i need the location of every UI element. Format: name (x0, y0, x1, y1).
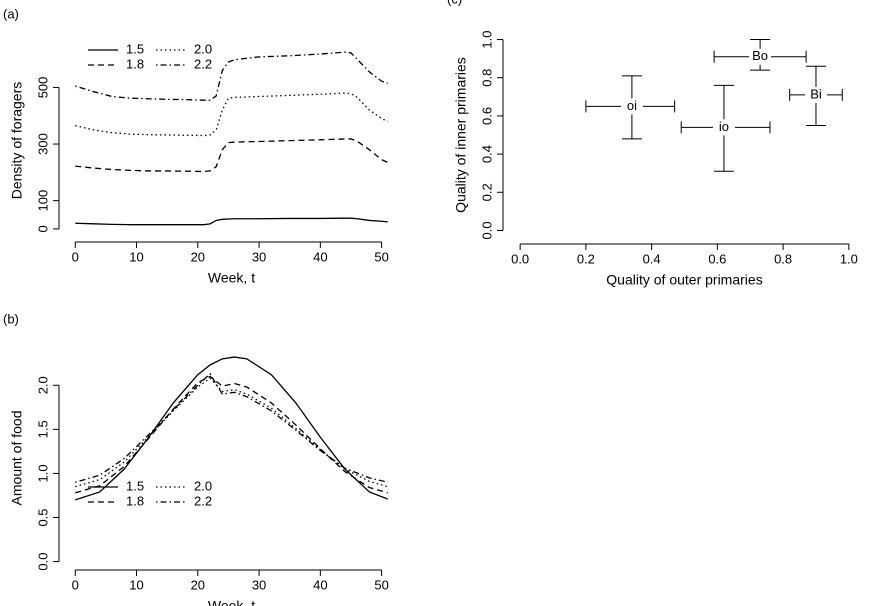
x-tick-label: 0.0 (511, 251, 529, 266)
series-line (75, 138, 389, 173)
x-tick-label: 20 (191, 249, 205, 264)
legend-label: 1.5 (126, 478, 144, 493)
series-line (75, 377, 388, 488)
y-tick-label: 300 (35, 133, 50, 155)
y-tick-label: 500 (35, 77, 50, 99)
y-tick-label: 1.5 (35, 420, 50, 438)
y-tick-label: 0.0 (479, 221, 494, 239)
x-tick-label: 0 (72, 249, 79, 264)
y-tick-label: 0.4 (479, 145, 494, 163)
panel-label: (c) (447, 0, 462, 6)
series-line (75, 217, 388, 226)
series-line (75, 356, 388, 501)
legend-label: 2.0 (194, 478, 212, 493)
point (620, 98, 643, 115)
legend-label: 2.2 (194, 493, 212, 508)
point-label: oi (627, 98, 637, 113)
point-label: Bo (752, 48, 768, 63)
x-tick-label: 10 (129, 249, 143, 264)
y-tick-label: 100 (35, 190, 50, 212)
series-line (75, 51, 388, 101)
x-tick-label: 0.2 (577, 251, 595, 266)
series-line (75, 92, 389, 137)
x-tick-label: 10 (129, 577, 143, 592)
y-tick-label: 1.0 (479, 31, 494, 49)
x-tick-label: 30 (252, 249, 266, 264)
y-tick-label: 0 (35, 225, 50, 232)
y-tick-label: 0.8 (479, 69, 494, 87)
y-axis-title: Density of foragers (9, 82, 25, 200)
y-axis-title: Quality of inner primaries (453, 57, 469, 213)
y-axis-title: Amount of food (9, 411, 25, 506)
point (804, 86, 827, 103)
legend-label: 1.8 (126, 493, 144, 508)
x-axis-title: Week, t (208, 598, 255, 606)
y-tick-label: 0.2 (479, 183, 494, 201)
point (712, 119, 735, 136)
y-tick-label: 0.5 (35, 508, 50, 526)
x-tick-label: 40 (313, 577, 327, 592)
y-tick-label: 0.0 (35, 553, 50, 571)
y-tick-label: 2.0 (35, 376, 50, 394)
x-tick-label: 50 (374, 249, 388, 264)
x-tick-label: 0.4 (643, 251, 661, 266)
x-tick-label: 40 (313, 249, 327, 264)
y-tick-label: 1.0 (35, 464, 50, 482)
x-tick-label: 50 (374, 577, 388, 592)
x-axis-title: Quality of outer primaries (606, 272, 762, 288)
legend-label: 2.0 (194, 41, 212, 56)
x-tick-label: 30 (252, 577, 266, 592)
x-tick-label: 0.8 (774, 251, 792, 266)
point-label: Bi (810, 86, 822, 101)
y-tick-label: 0.6 (479, 107, 494, 125)
series-line (75, 375, 388, 494)
legend-label: 2.2 (194, 56, 212, 71)
x-tick-label: 20 (191, 577, 205, 592)
panel-label: (b) (3, 311, 19, 326)
point (749, 48, 772, 65)
x-tick-label: 0 (72, 577, 79, 592)
panel-label: (a) (3, 6, 19, 21)
x-tick-label: 1.0 (840, 251, 858, 266)
legend-label: 1.5 (126, 41, 144, 56)
series-line (75, 372, 388, 483)
legend-label: 1.8 (126, 56, 144, 71)
x-axis-title: Week, t (208, 270, 255, 286)
point-label: io (719, 119, 729, 134)
x-tick-label: 0.6 (708, 251, 726, 266)
